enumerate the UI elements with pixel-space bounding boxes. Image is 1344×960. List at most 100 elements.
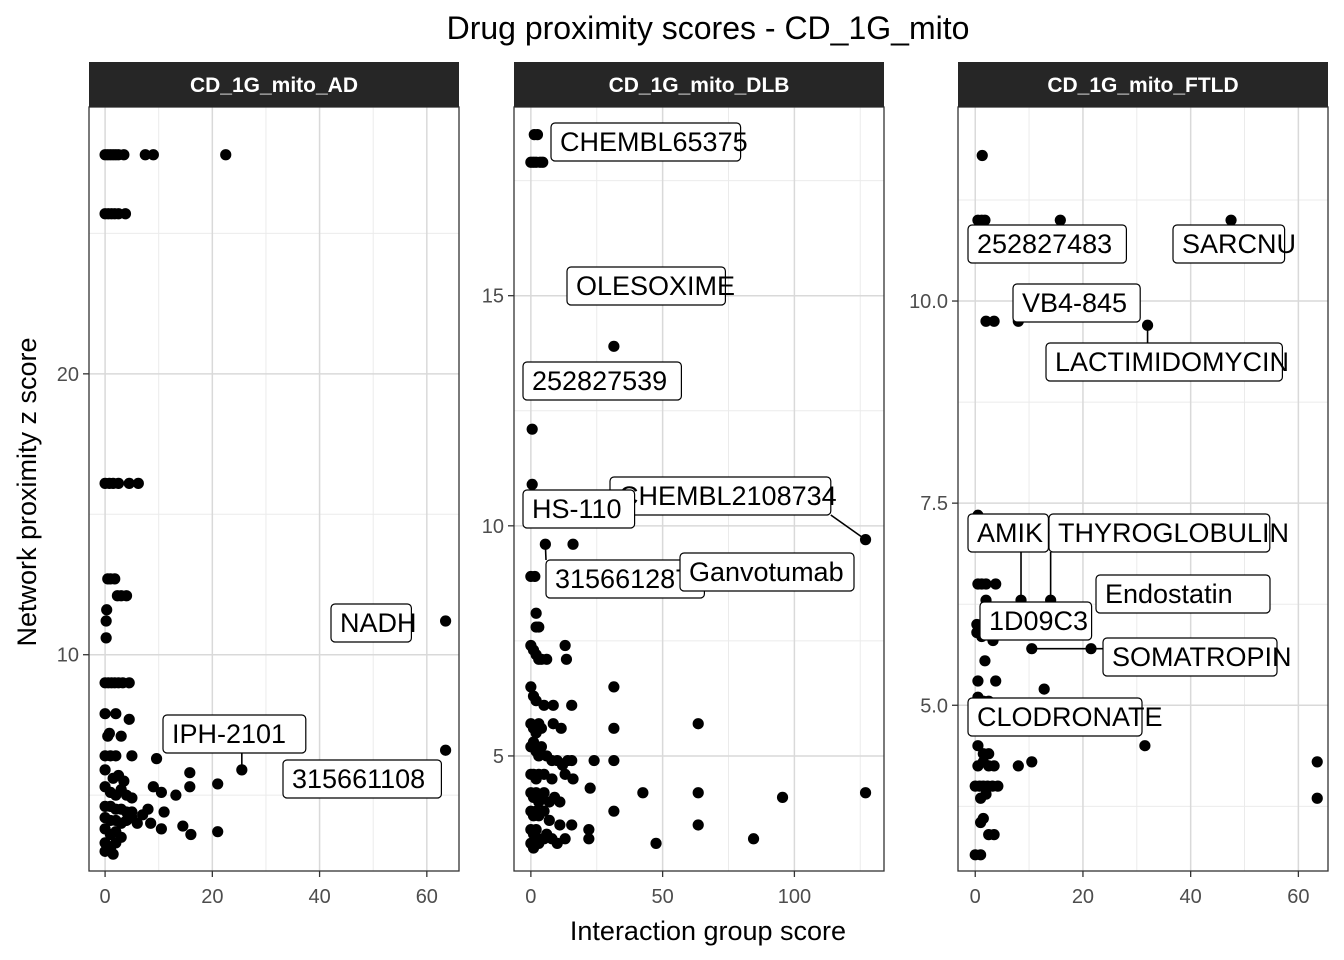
data-point bbox=[859, 534, 872, 546]
data-point bbox=[980, 315, 992, 327]
panel-CD_1G_mito_DLB: 0 50 100 5 10 15 CD_1G_mito_DLB CHEMBL65375 OLES… bbox=[482, 62, 885, 908]
data-point bbox=[972, 675, 984, 687]
data-point bbox=[102, 730, 114, 742]
point-label-box bbox=[1012, 283, 1141, 323]
data-point bbox=[526, 478, 538, 490]
data-point bbox=[142, 803, 154, 815]
data-point bbox=[692, 819, 704, 831]
data-point bbox=[158, 806, 170, 818]
data-point bbox=[535, 722, 548, 734]
point-label: CLODRONATE bbox=[977, 702, 1163, 732]
data-point bbox=[1038, 683, 1050, 695]
point-label: 315661108 bbox=[292, 764, 425, 794]
y-tick-label: 20 bbox=[57, 364, 79, 386]
data-point bbox=[988, 760, 1000, 772]
y-axis-title: Network proximity z score bbox=[12, 337, 42, 646]
data-point bbox=[608, 805, 620, 817]
data-point bbox=[543, 814, 555, 826]
data-point bbox=[177, 820, 189, 832]
point-label: CHEMBL2108734 bbox=[619, 481, 837, 511]
point-label-box bbox=[1095, 574, 1271, 614]
data-point bbox=[123, 477, 135, 489]
point-label-box bbox=[162, 714, 307, 754]
x-tick-label: 0 bbox=[970, 886, 981, 908]
data-point bbox=[212, 826, 224, 838]
data-point bbox=[100, 615, 112, 627]
data-point bbox=[608, 754, 620, 767]
data-point bbox=[541, 653, 553, 665]
data-point bbox=[155, 786, 167, 798]
data-point bbox=[776, 791, 789, 803]
facet-strip bbox=[958, 62, 1328, 107]
data-point bbox=[554, 796, 566, 808]
y-tick-label: 10 bbox=[57, 645, 79, 667]
point-label: CHEMBL65375 bbox=[560, 127, 748, 157]
data-point bbox=[983, 748, 995, 760]
data-point bbox=[184, 767, 196, 779]
data-point bbox=[608, 722, 620, 734]
chart-title: Drug proximity scores - CD_1G_mito bbox=[447, 10, 970, 46]
data-point bbox=[1139, 740, 1151, 752]
data-point bbox=[975, 849, 987, 861]
data-point bbox=[588, 754, 600, 767]
facet-strip bbox=[89, 62, 459, 107]
point-label: IPH-2101 bbox=[172, 719, 286, 749]
data-point bbox=[123, 677, 135, 689]
data-point bbox=[1311, 756, 1323, 768]
data-point bbox=[988, 829, 1000, 841]
data-point bbox=[972, 740, 984, 752]
data-point bbox=[992, 780, 1004, 792]
facet-strip-label: CD_1G_mito_DLB bbox=[609, 74, 790, 97]
data-point bbox=[567, 538, 579, 550]
point-label-box bbox=[550, 122, 742, 162]
x-tick-label: 20 bbox=[1072, 886, 1094, 908]
data-point bbox=[139, 149, 151, 161]
data-point bbox=[1026, 756, 1038, 768]
x-tick-label: 40 bbox=[308, 886, 330, 908]
data-point bbox=[184, 781, 196, 793]
data-point bbox=[118, 775, 130, 787]
point-label: SARCNU bbox=[1182, 229, 1296, 259]
point-label-box bbox=[967, 697, 1143, 737]
data-point bbox=[101, 604, 113, 616]
data-point bbox=[990, 675, 1002, 687]
data-point bbox=[584, 782, 596, 794]
facet-strip-label: CD_1G_mito_AD bbox=[190, 74, 358, 97]
data-point bbox=[566, 699, 578, 711]
data-point bbox=[123, 713, 135, 725]
data-point bbox=[115, 730, 127, 742]
y-tick-label: 10.0 bbox=[909, 291, 948, 313]
data-point bbox=[583, 823, 595, 836]
point-label-box bbox=[522, 361, 682, 401]
data-point bbox=[547, 699, 559, 711]
data-point bbox=[979, 655, 991, 667]
data-point bbox=[567, 773, 579, 785]
data-point bbox=[170, 789, 182, 801]
x-axis-title: Interaction group score bbox=[570, 916, 846, 946]
x-tick-label: 60 bbox=[416, 886, 438, 908]
data-point bbox=[119, 208, 132, 220]
point-label-box bbox=[679, 552, 855, 592]
label-leader-line bbox=[544, 544, 547, 561]
point-label: LACTIMIDOMYCIN bbox=[1055, 347, 1289, 377]
data-point bbox=[560, 653, 573, 665]
data-point bbox=[126, 750, 138, 762]
data-point bbox=[525, 681, 537, 693]
y-tick-label: 15 bbox=[482, 286, 504, 308]
y-tick-label: 7.5 bbox=[920, 493, 948, 515]
data-point bbox=[559, 833, 571, 845]
data-point bbox=[99, 845, 111, 857]
data-point bbox=[533, 621, 545, 633]
data-point bbox=[126, 792, 138, 804]
data-point bbox=[538, 699, 550, 711]
x-tick-label: 50 bbox=[652, 886, 674, 908]
point-label: 1D09C3 bbox=[989, 606, 1088, 636]
data-point bbox=[220, 149, 232, 161]
data-point bbox=[100, 632, 112, 644]
x-tick-label: 100 bbox=[778, 886, 811, 908]
data-point bbox=[559, 639, 571, 652]
x-tick-label: 0 bbox=[100, 886, 111, 908]
data-point bbox=[132, 477, 144, 489]
